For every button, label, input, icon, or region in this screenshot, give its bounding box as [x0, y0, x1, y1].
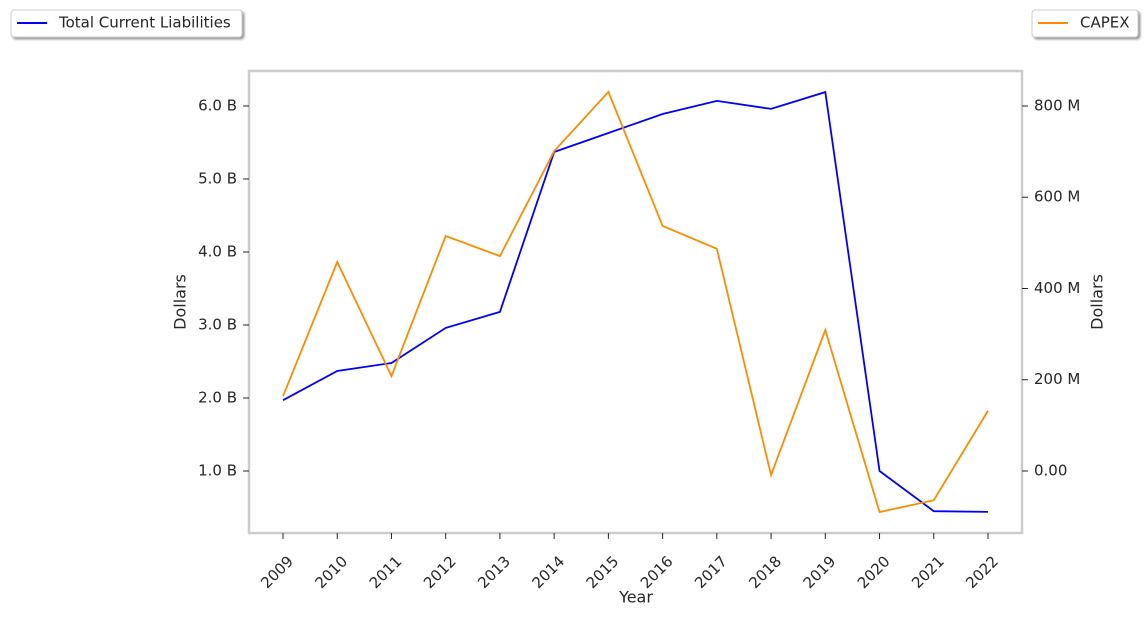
x-tick-label: 2013 — [474, 552, 514, 592]
y2-tick-label: 800 M — [1034, 96, 1080, 114]
plot-frame — [247, 69, 1024, 535]
x-tick-label: 2017 — [691, 552, 731, 592]
x-tick-label: 2011 — [366, 552, 406, 592]
x-tick-label: 2022 — [962, 552, 1002, 592]
y-tick-label: 2.0 B — [198, 389, 237, 407]
y-tick-label: 4.0 B — [198, 242, 237, 260]
y-axis-label: Dollars — [171, 274, 190, 330]
x-tick-label: 2014 — [528, 552, 568, 592]
y-tick-label: 5.0 B — [198, 169, 237, 187]
x-tick-label: 2019 — [800, 552, 840, 592]
legend-box — [1031, 9, 1139, 38]
y2-axis-label: Dollars — [1088, 274, 1107, 330]
x-tick-label: 2010 — [312, 552, 352, 592]
x-tick-label: 2020 — [854, 552, 894, 592]
x-tick-label: 2018 — [745, 552, 785, 592]
series-line — [282, 90, 989, 514]
y-tick-label: 1.0 B — [198, 462, 237, 480]
y-tick-label: 6.0 B — [198, 96, 237, 114]
series-line — [282, 90, 989, 513]
legend-box — [10, 9, 243, 38]
x-axis-label: Year — [618, 588, 653, 607]
y2-tick-label: 400 M — [1034, 279, 1080, 297]
x-tick-label: 2012 — [420, 552, 460, 592]
x-tick-label: 2016 — [637, 552, 677, 592]
y2-tick-label: 200 M — [1034, 370, 1080, 388]
y-tick-label: 3.0 B — [198, 315, 237, 333]
y2-tick-label: 0.00 — [1034, 461, 1067, 479]
x-tick-label: 2015 — [583, 552, 623, 592]
y2-tick-label: 600 M — [1034, 188, 1080, 206]
legend-label: Total Current Liabilities — [58, 14, 231, 32]
legend-label: CAPEX — [1080, 14, 1130, 32]
x-tick-label: 2021 — [908, 552, 948, 592]
x-tick-label: 2009 — [257, 552, 297, 592]
